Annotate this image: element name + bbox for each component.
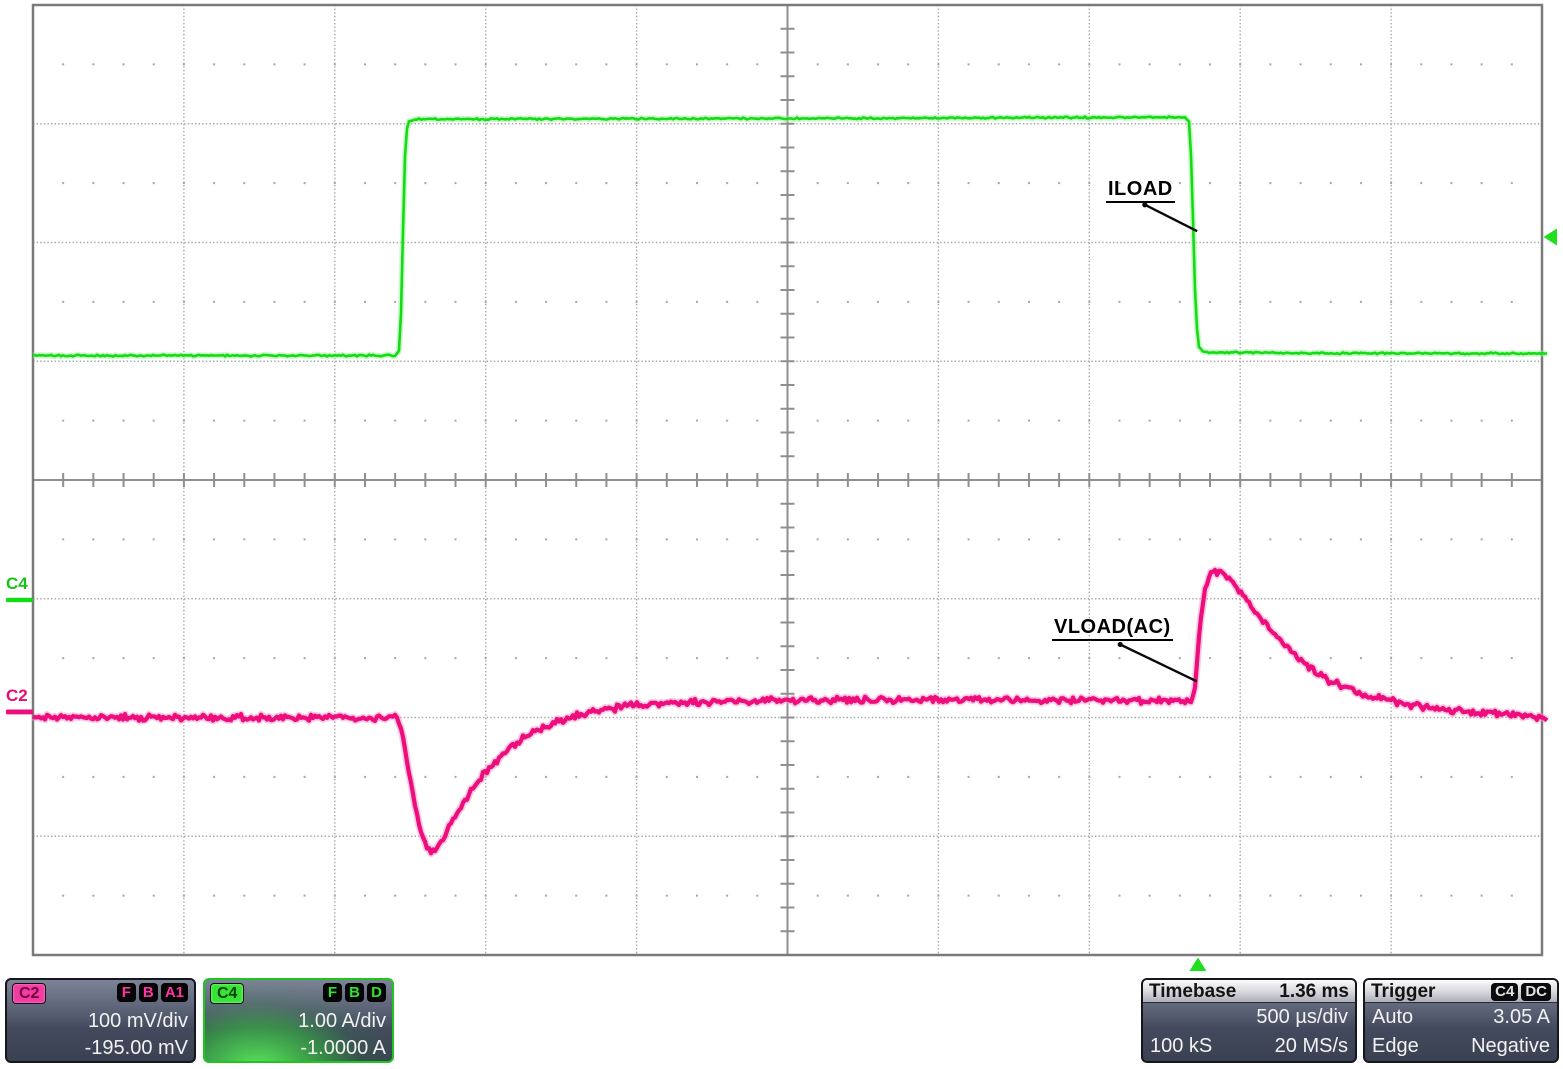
c4-zero-marker[interactable] bbox=[6, 597, 33, 603]
c2-flag-b-badge: B bbox=[138, 983, 158, 1002]
annotation-leader-1 bbox=[1119, 643, 1198, 683]
vload-ac--trace-halo bbox=[31, 566, 1550, 858]
marker-layer bbox=[6, 228, 1558, 972]
trigger-mode: Auto bbox=[1372, 1006, 1414, 1028]
channel-c2-badge[interactable]: C2 bbox=[12, 983, 47, 1004]
channel-c4-side-label: C4 bbox=[6, 574, 28, 593]
c2-flag-f-badge: F bbox=[116, 983, 136, 1002]
timebase-info-box[interactable]: Timebase 1.36 ms 500 µs/div 100 kS 20 MS… bbox=[1141, 978, 1357, 1063]
timebase-rate: 20 MS/s bbox=[1274, 1035, 1348, 1057]
trigger-level: 3.05 A bbox=[1493, 1006, 1550, 1028]
timebase-per-div: 500 µs/div bbox=[1256, 1006, 1348, 1028]
c4-flag-d-badge: D bbox=[367, 983, 386, 1002]
channel-c4-info-box[interactable]: C4 F B D 1.00 A/div -1.0000 A bbox=[203, 978, 394, 1063]
c4-flag-f-badge: F bbox=[323, 983, 342, 1002]
vload-trace-label: VLOAD(AC) bbox=[1052, 616, 1173, 641]
c2-scale-value: 100 mV/div bbox=[87, 1010, 188, 1032]
trigger-level-marker[interactable] bbox=[1543, 228, 1558, 246]
iload-trace-halo bbox=[32, 113, 1548, 360]
channel-c2-side-label: C2 bbox=[6, 686, 28, 705]
annotation-layer bbox=[1117, 202, 1198, 683]
c4-flag-b-badge: B bbox=[345, 983, 364, 1002]
trigger-slope: Negative bbox=[1471, 1035, 1550, 1057]
grid-layer bbox=[31, 3, 1544, 957]
annotation-leader-dot-0 bbox=[1142, 202, 1148, 208]
c4-offset-value: -1.0000 A bbox=[300, 1037, 386, 1059]
c2-flag-a1-badge: A1 bbox=[160, 983, 188, 1002]
trigger-info-box[interactable]: Trigger C4 DC Auto 3.05 A Edge Negative bbox=[1363, 978, 1559, 1063]
iload-trace bbox=[32, 115, 1548, 358]
c4-scale-value: 1.00 A/div bbox=[298, 1010, 386, 1032]
traces-layer bbox=[31, 113, 1550, 858]
annotation-leader-0 bbox=[1144, 203, 1198, 233]
trigger-type: Edge bbox=[1372, 1035, 1419, 1057]
timebase-value: 1.36 ms bbox=[1279, 980, 1349, 1002]
c2-zero-marker[interactable] bbox=[6, 709, 33, 715]
vload-ac--trace bbox=[32, 567, 1549, 856]
trigger-source-badge: C4 bbox=[1491, 983, 1519, 1001]
channel-c2-info-box[interactable]: C2 F B A1 100 mV/div -195.00 mV bbox=[5, 978, 196, 1063]
trigger-title: Trigger bbox=[1371, 980, 1436, 1002]
trigger-time-marker[interactable] bbox=[1189, 957, 1207, 972]
channel-c4-badge[interactable]: C4 bbox=[210, 983, 245, 1004]
trigger-coupling-badge: DC bbox=[1521, 983, 1551, 1001]
c2-offset-value: -195.00 mV bbox=[84, 1037, 188, 1059]
annotation-leader-dot-1 bbox=[1117, 641, 1123, 648]
timebase-title: Timebase bbox=[1149, 980, 1237, 1002]
iload-trace-label: ILOAD bbox=[1106, 178, 1175, 203]
timebase-samples: 100 kS bbox=[1150, 1035, 1213, 1057]
